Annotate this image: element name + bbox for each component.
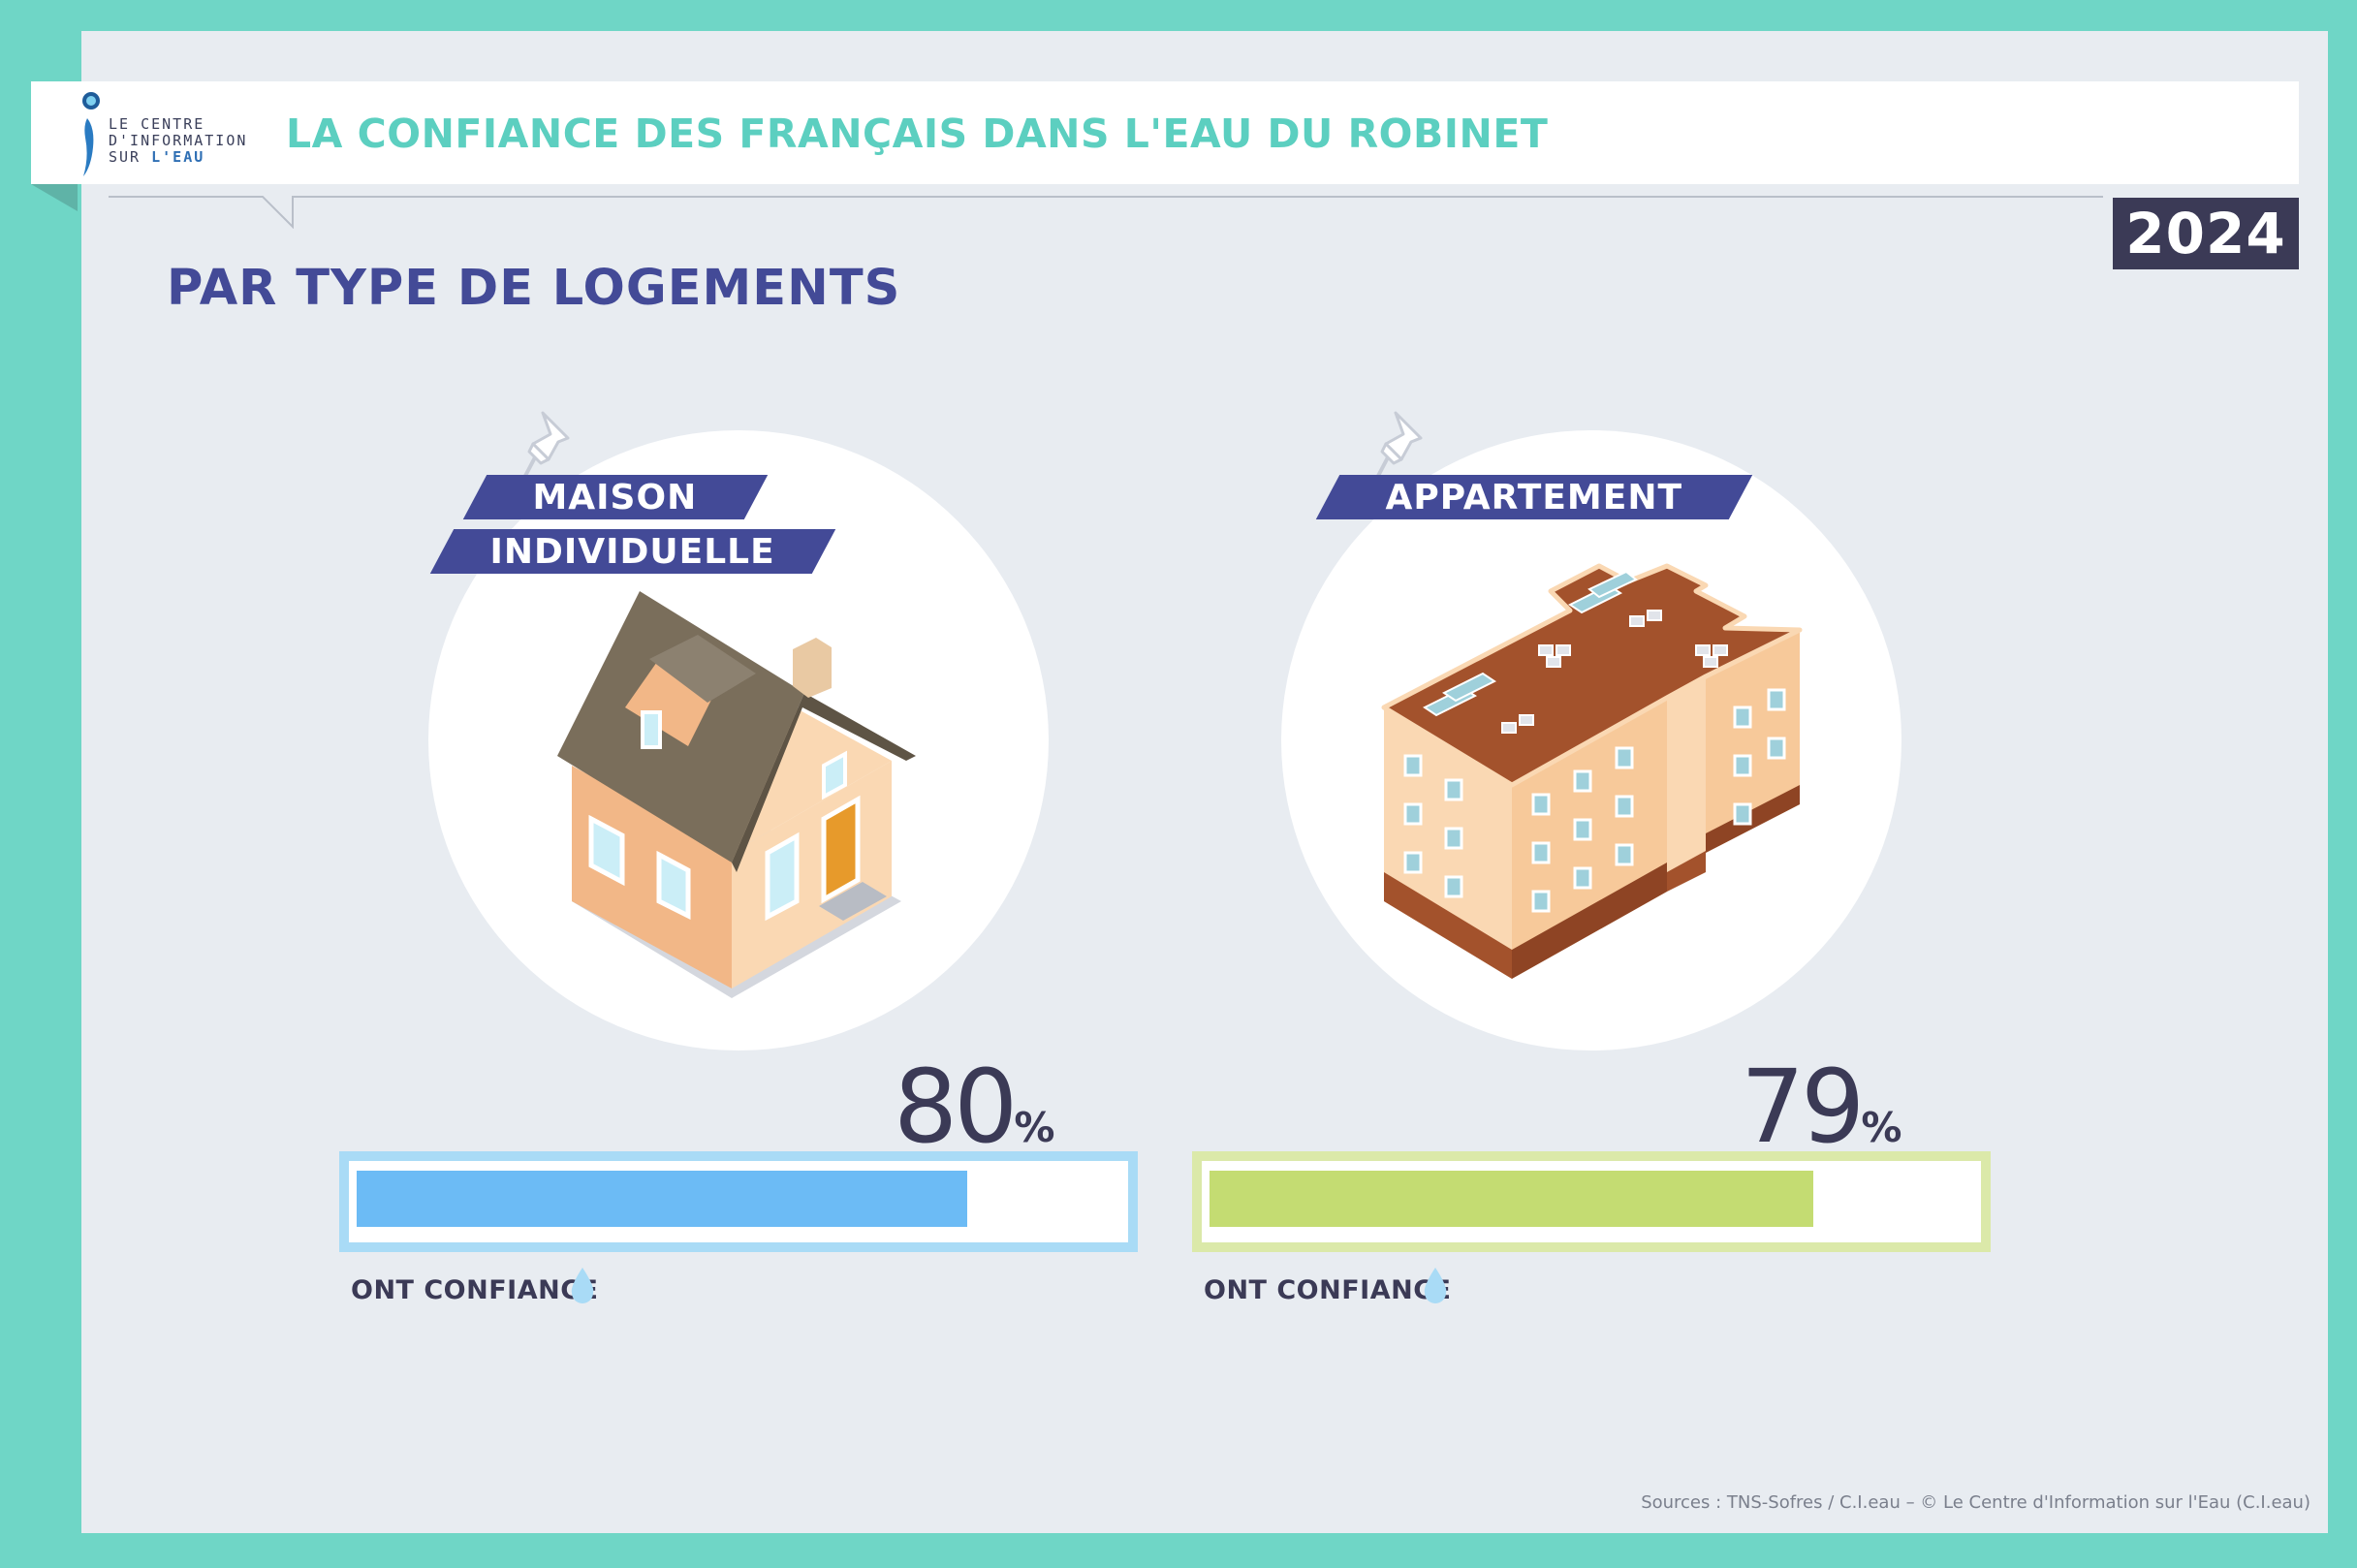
year-badge: 2024 [2113,198,2299,269]
logo-line-1: LE CENTRE [109,115,205,133]
header-fold [31,184,78,211]
appartement-bar-fill [1210,1171,1813,1227]
maison-bar-track [339,1151,1138,1252]
source-credit: Sources : TNS-Sofres / C.I.eau – © Le Ce… [1641,1492,2310,1513]
apartment-building-icon [1381,563,1803,979]
appartement-unit: % [1861,1104,1902,1151]
maison-unit: % [1014,1104,1055,1151]
maison-bar-fill [357,1171,967,1227]
header-band [31,81,2299,184]
house-icon [557,591,916,998]
label-ribbon-maison: MAISON [462,475,769,519]
label-ribbon-appartement: APPARTEMENT [1315,475,1753,519]
appartement-percentage: 79% [1741,1056,1901,1157]
chart-subtitle: PAR TYPE DE LOGEMENTS [167,260,901,317]
divider [109,196,2103,198]
label-maison-line2: INDIVIDUELLE [489,532,775,572]
maison-value: 80 [894,1048,1018,1166]
logo-text: LE CENTRE D'INFORMATION SUR L'EAU [109,116,247,166]
logo-line-3a: SUR [109,148,152,166]
water-drop-icon [1424,1268,1447,1303]
logo-line-3b: L'EAU [151,148,205,166]
maison-percentage: 80% [894,1056,1054,1157]
appartement-value: 79 [1741,1048,1865,1166]
water-drop-logo-icon [82,92,100,176]
page-title: LA CONFIANCE DES FRANÇAIS DANS L'EAU DU … [286,110,1549,157]
background-frame [81,31,2328,1533]
logo-line-2: D'INFORMATION [109,132,248,149]
appartement-bar-track [1192,1151,1991,1252]
label-appartement: APPARTEMENT [1385,478,1682,517]
callout-notch [262,196,294,229]
appartement-caption: ONT CONFIANCE [1204,1275,1452,1305]
label-ribbon-individuelle: INDIVIDUELLE [429,529,836,574]
logo-line-3: SUR L'EAU [109,149,247,166]
label-maison-line1: MAISON [532,478,698,517]
maison-caption: ONT CONFIANCE [351,1275,599,1305]
cieau-logo: LE CENTRE D'INFORMATION SUR L'EAU [74,89,267,178]
water-drop-icon [571,1268,594,1303]
